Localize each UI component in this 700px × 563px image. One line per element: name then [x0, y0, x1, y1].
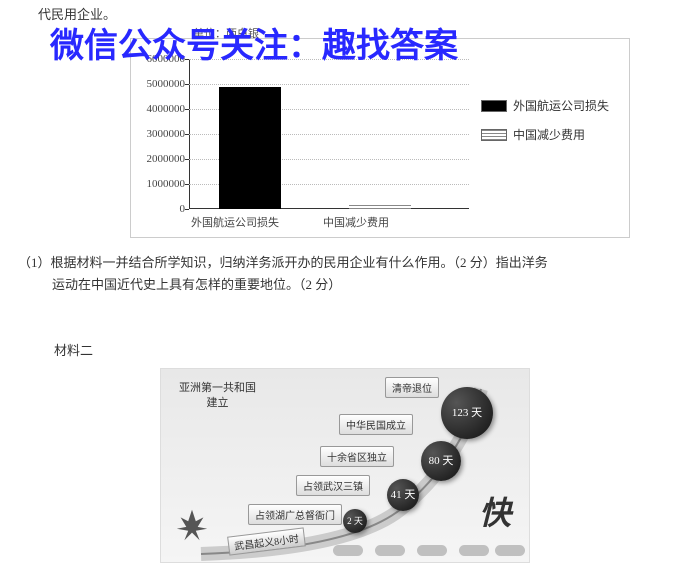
bar-foreign-loss: [219, 87, 281, 210]
watermark-text: 微信公众号关注：趣找答案: [50, 18, 458, 67]
timeline-bubble: 2 天: [343, 509, 367, 533]
fast-character: 快: [479, 488, 511, 534]
bar-china-saving: [349, 205, 411, 209]
y-tick: 4000000: [147, 103, 186, 115]
timeline-bubble: 123 天: [441, 387, 493, 439]
fire-flag-icon: [173, 506, 211, 544]
bottom-tag: [459, 545, 489, 556]
x-label-1: 外国航运公司损失: [191, 214, 279, 230]
y-tick: 3000000: [147, 128, 186, 140]
bottom-tag: [417, 545, 447, 556]
timeline-bubble: 41 天: [387, 479, 419, 511]
y-tick: 2000000: [147, 153, 186, 165]
bubble-text: 80 天: [429, 456, 454, 467]
infographic-timeline: 亚洲第一共和国 建立 清帝退位 中华民国成立 十余省区独立 占领武汉三镇 占领湖…: [160, 368, 530, 563]
bubble-text: 41 天: [391, 490, 416, 501]
legend-label: 外国航运公司损失: [513, 97, 609, 114]
question-block: （1）根据材料一并结合所学知识，归纳洋务派开办的民用企业有什么作用。（2 分）指…: [18, 252, 690, 296]
question-line-2: 运动在中国近代史上具有怎样的重要地位。（2 分）: [18, 274, 690, 296]
event-box: 清帝退位: [385, 377, 439, 398]
event-box: 占领武汉三镇: [296, 475, 370, 496]
legend-label: 中国减少费用: [513, 126, 585, 143]
chart-legend: 外国航运公司损失 中国减少费用: [481, 97, 609, 155]
bottom-tag: [375, 545, 405, 556]
y-tick-line: [185, 209, 189, 210]
chart-plot-area: 0 1000000 2000000 3000000 4000000 500000…: [189, 59, 469, 209]
legend-item: 外国航运公司损失: [481, 97, 609, 114]
x-label-2: 中国减少费用: [323, 214, 389, 230]
infographic-title-line1: 亚洲第一共和国: [179, 381, 256, 396]
bottom-tag: [495, 545, 525, 556]
material-2-label: 材料二: [54, 340, 93, 359]
legend-swatch-black: [481, 100, 507, 112]
infographic-title-line2: 建立: [179, 396, 256, 411]
legend-swatch-hatch: [481, 129, 507, 141]
question-line-1: （1）根据材料一并结合所学知识，归纳洋务派开办的民用企业有什么作用。（2 分）指…: [18, 252, 690, 274]
infographic-title: 亚洲第一共和国 建立: [179, 381, 256, 412]
legend-item: 中国减少费用: [481, 126, 609, 143]
y-tick: 1000000: [147, 178, 186, 190]
y-tick: 5000000: [147, 78, 186, 90]
bubble-text: 2 天: [347, 517, 363, 526]
grid-line: [189, 84, 469, 85]
bar-chart: 单位：两白银 0 1000000 2000000 3000000 4000000…: [130, 38, 630, 238]
bottom-tag: [333, 545, 363, 556]
event-box: 中华民国成立: [339, 414, 413, 435]
question-text-1: 根据材料一并结合所学知识，归纳洋务派开办的民用企业有什么作用。（2 分）指出洋务: [51, 255, 548, 270]
event-box: 占领湖广总督衙门: [248, 504, 342, 525]
event-box: 十余省区独立: [320, 446, 394, 467]
bubble-text: 123 天: [452, 408, 482, 419]
question-prefix: （1）: [18, 255, 51, 270]
timeline-bubble: 80 天: [421, 441, 461, 481]
